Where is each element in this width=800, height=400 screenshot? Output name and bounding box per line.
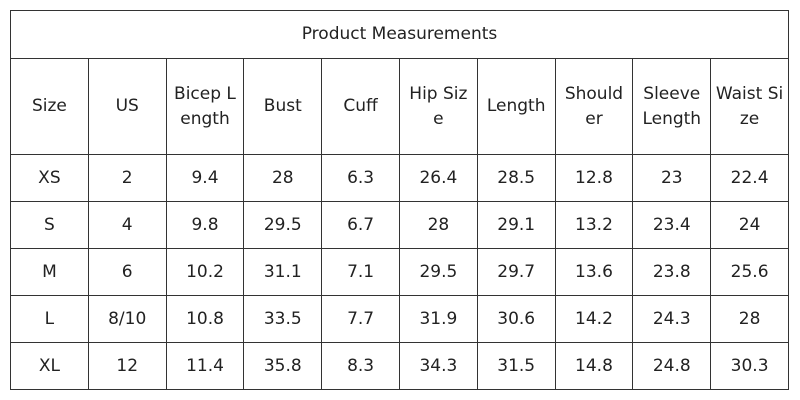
- data-cell: 25.6: [710, 248, 789, 296]
- data-cell: 12.8: [554, 154, 634, 202]
- data-cell: 6: [87, 248, 167, 296]
- data-cell: 30.3: [710, 342, 789, 390]
- data-cell: 31.1: [243, 248, 323, 296]
- data-cell: S: [10, 201, 89, 249]
- title-row: Product Measurements: [10, 10, 789, 59]
- data-cell: L: [10, 295, 89, 343]
- data-cell: 23.4: [632, 201, 712, 249]
- data-cell: 28: [710, 295, 789, 343]
- header-cell: Length: [476, 58, 556, 155]
- header-row: Size US Bicep Length Bust Cuff Hip Size Length…: [10, 58, 789, 155]
- header-text: Bust: [263, 96, 302, 116]
- data-cell: 8.3: [321, 342, 400, 390]
- header-cell: Bust: [243, 58, 323, 155]
- header-text: Sleeve Length: [642, 83, 702, 129]
- data-cell: 23: [632, 154, 712, 202]
- data-row: S 4 9.8 29.5 6.7 28 29.1 13.2 23.4 24: [10, 201, 789, 249]
- data-cell: 7.1: [321, 248, 400, 296]
- data-cell: 9.4: [165, 154, 245, 202]
- data-cell: 35.8: [243, 342, 323, 390]
- data-cell: 14.2: [554, 295, 634, 343]
- header-cell: Shoulder: [554, 58, 634, 155]
- data-cell: 13.2: [554, 201, 634, 249]
- data-row: M 6 10.2 31.1 7.1 29.5 29.7 13.6 23.8 25.6: [10, 248, 789, 296]
- header-cell: Waist Size: [710, 58, 789, 155]
- data-cell: 22.4: [710, 154, 789, 202]
- data-cell: 9.8: [165, 201, 245, 249]
- header-text: Hip Size: [409, 83, 468, 129]
- data-cell: 24: [710, 201, 789, 249]
- data-cell: 6.3: [321, 154, 400, 202]
- data-cell: XL: [10, 342, 89, 390]
- data-cell: 12: [87, 342, 167, 390]
- data-cell: 2: [87, 154, 167, 202]
- data-cell: 34.3: [398, 342, 478, 390]
- data-cell: 4: [87, 201, 167, 249]
- data-cell: 29.7: [476, 248, 556, 296]
- data-cell: 30.6: [476, 295, 556, 343]
- data-cell: 7.7: [321, 295, 400, 343]
- header-cell: Size: [10, 58, 89, 155]
- data-cell: 11.4: [165, 342, 245, 390]
- header-cell: Hip Size: [398, 58, 478, 155]
- table-title: Product Measurements: [10, 10, 789, 59]
- data-cell: 31.9: [398, 295, 478, 343]
- data-cell: 28: [243, 154, 323, 202]
- header-text: Cuff: [343, 96, 378, 116]
- data-cell: 13.6: [554, 248, 634, 296]
- header-text: US: [115, 96, 139, 116]
- header-text: Shoulder: [564, 83, 624, 129]
- header-cell: Sleeve Length: [632, 58, 712, 155]
- data-cell: 24.3: [632, 295, 712, 343]
- data-cell: 29.5: [243, 201, 323, 249]
- data-cell: 10.2: [165, 248, 245, 296]
- data-cell: 31.5: [476, 342, 556, 390]
- data-cell: 23.8: [632, 248, 712, 296]
- data-row: XL 12 11.4 35.8 8.3 34.3 31.5 14.8 24.8 30.3: [10, 342, 789, 390]
- data-row: XS 2 9.4 28 6.3 26.4 28.5 12.8 23 22.4: [10, 154, 789, 202]
- data-cell: 6.7: [321, 201, 400, 249]
- data-cell: 29.1: [476, 201, 556, 249]
- table-body: Product Measurements Size US Bicep Length B…: [10, 10, 789, 390]
- data-cell: 24.8: [632, 342, 712, 390]
- header-text: Length: [486, 96, 546, 116]
- measurements-table: Product Measurements Size US Bicep Length B…: [10, 10, 789, 390]
- header-text: Waist Size: [715, 83, 784, 129]
- data-cell: 28: [398, 201, 478, 249]
- header-cell: Cuff: [321, 58, 400, 155]
- data-cell: M: [10, 248, 89, 296]
- data-cell: XS: [10, 154, 89, 202]
- data-cell: 33.5: [243, 295, 323, 343]
- data-row: L 8/10 10.8 33.5 7.7 31.9 30.6 14.2 24.3 28: [10, 295, 789, 343]
- data-cell: 29.5: [398, 248, 478, 296]
- data-cell: 28.5: [476, 154, 556, 202]
- header-cell: US: [87, 58, 167, 155]
- data-cell: 26.4: [398, 154, 478, 202]
- header-cell: Bicep Length: [165, 58, 245, 155]
- header-text: Bicep Length: [174, 83, 236, 129]
- data-cell: 14.8: [554, 342, 634, 390]
- header-text: Size: [31, 96, 67, 116]
- data-cell: 10.8: [165, 295, 245, 343]
- data-cell: 8/10: [87, 295, 167, 343]
